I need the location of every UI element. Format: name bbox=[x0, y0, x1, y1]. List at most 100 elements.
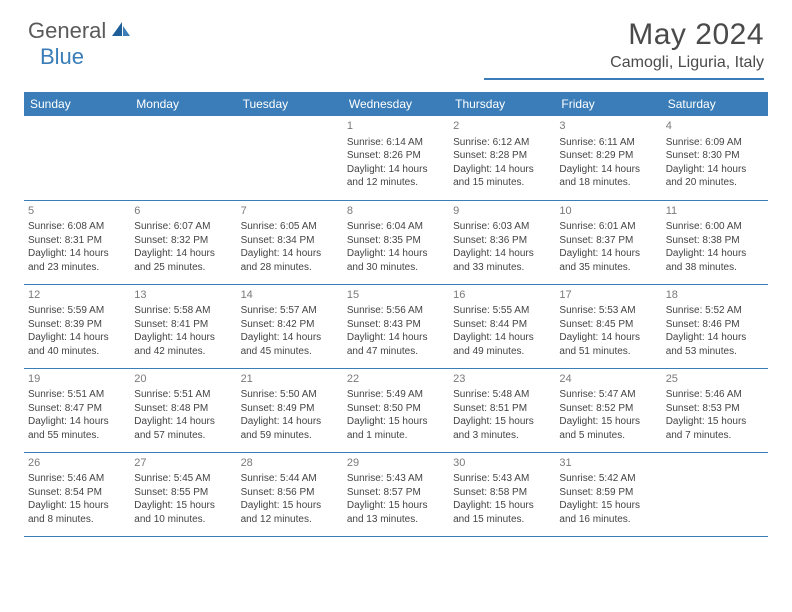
calendar-cell: 24Sunrise: 5:47 AMSunset: 8:52 PMDayligh… bbox=[555, 368, 661, 452]
sunset-text: Sunset: 8:48 PM bbox=[134, 402, 232, 416]
calendar-row: 19Sunrise: 5:51 AMSunset: 8:47 PMDayligh… bbox=[24, 368, 768, 452]
calendar-cell: 28Sunrise: 5:44 AMSunset: 8:56 PMDayligh… bbox=[237, 452, 343, 536]
location-label: Camogli, Liguria, Italy bbox=[484, 54, 764, 80]
sunrise-text: Sunrise: 6:05 AM bbox=[241, 220, 339, 234]
col-friday: Friday bbox=[555, 92, 661, 116]
daylight-text: Daylight: 15 hours and 5 minutes. bbox=[559, 415, 657, 442]
col-sunday: Sunday bbox=[24, 92, 130, 116]
daylight-text: Daylight: 14 hours and 25 minutes. bbox=[134, 247, 232, 274]
sunset-text: Sunset: 8:50 PM bbox=[347, 402, 445, 416]
calendar-cell: 5Sunrise: 6:08 AMSunset: 8:31 PMDaylight… bbox=[24, 200, 130, 284]
daylight-text: Daylight: 14 hours and 28 minutes. bbox=[241, 247, 339, 274]
col-thursday: Thursday bbox=[449, 92, 555, 116]
daylight-text: Daylight: 15 hours and 3 minutes. bbox=[453, 415, 551, 442]
sunset-text: Sunset: 8:43 PM bbox=[347, 318, 445, 332]
sail-icon bbox=[110, 20, 132, 43]
day-number: 13 bbox=[134, 288, 232, 303]
sunset-text: Sunset: 8:37 PM bbox=[559, 234, 657, 248]
sunset-text: Sunset: 8:52 PM bbox=[559, 402, 657, 416]
calendar-cell: 8Sunrise: 6:04 AMSunset: 8:35 PMDaylight… bbox=[343, 200, 449, 284]
sunset-text: Sunset: 8:34 PM bbox=[241, 234, 339, 248]
sunset-text: Sunset: 8:55 PM bbox=[134, 486, 232, 500]
daylight-text: Daylight: 14 hours and 42 minutes. bbox=[134, 331, 232, 358]
calendar-row: 26Sunrise: 5:46 AMSunset: 8:54 PMDayligh… bbox=[24, 452, 768, 536]
sunrise-text: Sunrise: 5:42 AM bbox=[559, 472, 657, 486]
sunrise-text: Sunrise: 6:14 AM bbox=[347, 136, 445, 150]
day-number: 21 bbox=[241, 372, 339, 387]
sunset-text: Sunset: 8:58 PM bbox=[453, 486, 551, 500]
daylight-text: Daylight: 15 hours and 7 minutes. bbox=[666, 415, 764, 442]
daylight-text: Daylight: 14 hours and 53 minutes. bbox=[666, 331, 764, 358]
daylight-text: Daylight: 14 hours and 23 minutes. bbox=[28, 247, 126, 274]
sunset-text: Sunset: 8:28 PM bbox=[453, 149, 551, 163]
sunrise-text: Sunrise: 6:00 AM bbox=[666, 220, 764, 234]
sunset-text: Sunset: 8:41 PM bbox=[134, 318, 232, 332]
sunset-text: Sunset: 8:46 PM bbox=[666, 318, 764, 332]
daylight-text: Daylight: 14 hours and 57 minutes. bbox=[134, 415, 232, 442]
sunrise-text: Sunrise: 5:48 AM bbox=[453, 388, 551, 402]
day-number: 12 bbox=[28, 288, 126, 303]
daylight-text: Daylight: 14 hours and 40 minutes. bbox=[28, 331, 126, 358]
daylight-text: Daylight: 14 hours and 49 minutes. bbox=[453, 331, 551, 358]
daylight-text: Daylight: 14 hours and 47 minutes. bbox=[347, 331, 445, 358]
sunrise-text: Sunrise: 5:43 AM bbox=[453, 472, 551, 486]
calendar-cell: 23Sunrise: 5:48 AMSunset: 8:51 PMDayligh… bbox=[449, 368, 555, 452]
calendar-cell: 10Sunrise: 6:01 AMSunset: 8:37 PMDayligh… bbox=[555, 200, 661, 284]
sunrise-text: Sunrise: 6:04 AM bbox=[347, 220, 445, 234]
sunrise-text: Sunrise: 5:46 AM bbox=[28, 472, 126, 486]
sunset-text: Sunset: 8:53 PM bbox=[666, 402, 764, 416]
calendar-cell: 22Sunrise: 5:49 AMSunset: 8:50 PMDayligh… bbox=[343, 368, 449, 452]
sunset-text: Sunset: 8:35 PM bbox=[347, 234, 445, 248]
daylight-text: Daylight: 14 hours and 55 minutes. bbox=[28, 415, 126, 442]
calendar-cell: 26Sunrise: 5:46 AMSunset: 8:54 PMDayligh… bbox=[24, 452, 130, 536]
calendar-table: Sunday Monday Tuesday Wednesday Thursday… bbox=[24, 92, 768, 537]
daylight-text: Daylight: 15 hours and 16 minutes. bbox=[559, 499, 657, 526]
calendar-cell: 21Sunrise: 5:50 AMSunset: 8:49 PMDayligh… bbox=[237, 368, 343, 452]
col-saturday: Saturday bbox=[662, 92, 768, 116]
col-tuesday: Tuesday bbox=[237, 92, 343, 116]
calendar-cell: 2Sunrise: 6:12 AMSunset: 8:28 PMDaylight… bbox=[449, 116, 555, 200]
logo: General bbox=[28, 18, 134, 44]
calendar-cell: 30Sunrise: 5:43 AMSunset: 8:58 PMDayligh… bbox=[449, 452, 555, 536]
daylight-text: Daylight: 14 hours and 51 minutes. bbox=[559, 331, 657, 358]
header-row: Sunday Monday Tuesday Wednesday Thursday… bbox=[24, 92, 768, 116]
calendar-cell: 20Sunrise: 5:51 AMSunset: 8:48 PMDayligh… bbox=[130, 368, 236, 452]
sunrise-text: Sunrise: 5:56 AM bbox=[347, 304, 445, 318]
calendar-cell: 17Sunrise: 5:53 AMSunset: 8:45 PMDayligh… bbox=[555, 284, 661, 368]
day-number: 1 bbox=[347, 119, 445, 134]
sunrise-text: Sunrise: 6:09 AM bbox=[666, 136, 764, 150]
day-number: 24 bbox=[559, 372, 657, 387]
calendar-cell bbox=[130, 116, 236, 200]
sunset-text: Sunset: 8:54 PM bbox=[28, 486, 126, 500]
sunset-text: Sunset: 8:38 PM bbox=[666, 234, 764, 248]
calendar-row: 12Sunrise: 5:59 AMSunset: 8:39 PMDayligh… bbox=[24, 284, 768, 368]
sunrise-text: Sunrise: 5:44 AM bbox=[241, 472, 339, 486]
daylight-text: Daylight: 14 hours and 59 minutes. bbox=[241, 415, 339, 442]
sunset-text: Sunset: 8:47 PM bbox=[28, 402, 126, 416]
sunrise-text: Sunrise: 5:49 AM bbox=[347, 388, 445, 402]
sunrise-text: Sunrise: 5:47 AM bbox=[559, 388, 657, 402]
daylight-text: Daylight: 14 hours and 15 minutes. bbox=[453, 163, 551, 190]
day-number: 11 bbox=[666, 204, 764, 219]
daylight-text: Daylight: 14 hours and 33 minutes. bbox=[453, 247, 551, 274]
calendar-cell: 13Sunrise: 5:58 AMSunset: 8:41 PMDayligh… bbox=[130, 284, 236, 368]
sunrise-text: Sunrise: 5:46 AM bbox=[666, 388, 764, 402]
day-number: 17 bbox=[559, 288, 657, 303]
day-number: 5 bbox=[28, 204, 126, 219]
calendar-cell: 11Sunrise: 6:00 AMSunset: 8:38 PMDayligh… bbox=[662, 200, 768, 284]
sunset-text: Sunset: 8:45 PM bbox=[559, 318, 657, 332]
sunrise-text: Sunrise: 6:03 AM bbox=[453, 220, 551, 234]
sunrise-text: Sunrise: 5:52 AM bbox=[666, 304, 764, 318]
day-number: 9 bbox=[453, 204, 551, 219]
day-number: 20 bbox=[134, 372, 232, 387]
sunset-text: Sunset: 8:32 PM bbox=[134, 234, 232, 248]
sunrise-text: Sunrise: 6:12 AM bbox=[453, 136, 551, 150]
sunset-text: Sunset: 8:30 PM bbox=[666, 149, 764, 163]
sunset-text: Sunset: 8:39 PM bbox=[28, 318, 126, 332]
day-number: 25 bbox=[666, 372, 764, 387]
calendar-cell: 12Sunrise: 5:59 AMSunset: 8:39 PMDayligh… bbox=[24, 284, 130, 368]
sunset-text: Sunset: 8:59 PM bbox=[559, 486, 657, 500]
day-number: 16 bbox=[453, 288, 551, 303]
day-number: 19 bbox=[28, 372, 126, 387]
calendar-cell: 3Sunrise: 6:11 AMSunset: 8:29 PMDaylight… bbox=[555, 116, 661, 200]
